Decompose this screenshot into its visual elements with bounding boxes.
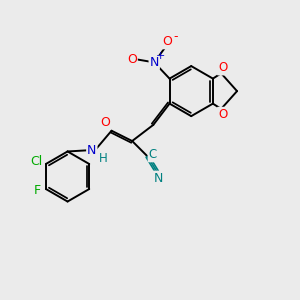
Text: Cl: Cl [30, 155, 43, 168]
Text: O: O [127, 53, 137, 66]
Text: F: F [34, 184, 41, 197]
Text: C: C [148, 148, 157, 161]
Text: H: H [99, 152, 108, 165]
Text: N: N [154, 172, 163, 184]
Text: O: O [218, 108, 227, 121]
Text: O: O [100, 116, 110, 129]
Text: -: - [173, 30, 178, 43]
Text: N: N [87, 144, 97, 157]
Text: O: O [162, 35, 172, 48]
Text: N: N [149, 56, 159, 69]
Text: +: + [156, 51, 165, 61]
Text: O: O [218, 61, 227, 74]
